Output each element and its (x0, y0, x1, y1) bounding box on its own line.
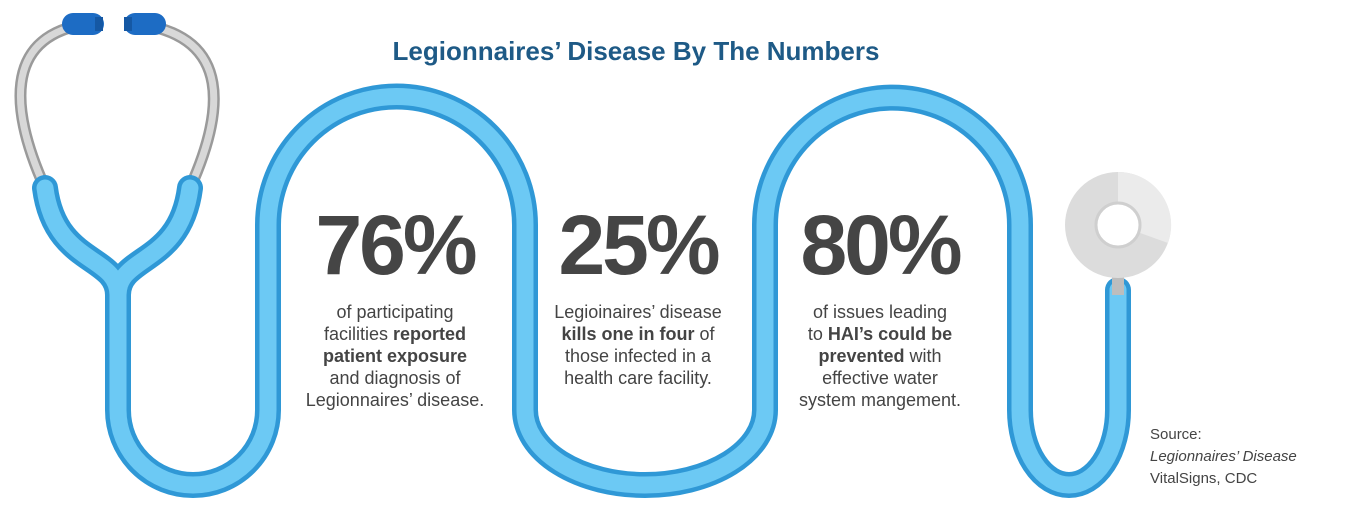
source-line: Source: (1150, 424, 1297, 446)
text-segment: patient exposure (323, 346, 467, 366)
description-line: health care facility. (518, 367, 758, 389)
description-line: Legionnaires’ disease. (275, 389, 515, 411)
text-segment: of participating (336, 302, 453, 322)
stat-number: 25% (518, 203, 758, 287)
description-line: system mangement. (760, 389, 1000, 411)
text-segment: to (808, 324, 828, 344)
description-line: to HAI’s could be (760, 323, 1000, 345)
text-segment: kills one in four (561, 324, 694, 344)
text-segment: facilities (324, 324, 393, 344)
description-line: and diagnosis of (275, 367, 515, 389)
text-segment: health care facility. (564, 368, 712, 388)
description-line: those infected in a (518, 345, 758, 367)
earpiece-tip (95, 17, 103, 31)
stat-number: 80% (760, 203, 1000, 287)
description-line: patient exposure (275, 345, 515, 367)
text-segment: of (695, 324, 715, 344)
text-segment: with (905, 346, 942, 366)
text-segment: effective water (822, 368, 938, 388)
earpiece-tip (124, 17, 132, 31)
text-segment: and diagnosis of (329, 368, 460, 388)
text-segment: HAI’s could be (828, 324, 952, 344)
title: Legionnaires’ Disease By The Numbers (0, 36, 1272, 67)
text-segment: those infected in a (565, 346, 711, 366)
source-line: VitalSigns, CDC (1150, 468, 1297, 490)
page: Legionnaires’ Disease By The Numbers 76%… (0, 0, 1352, 508)
text-segment: Legioinaires’ disease (554, 302, 721, 322)
text-segment: reported (393, 324, 466, 344)
stat-number: 76% (275, 203, 515, 287)
source-line: Legionnaires’ Disease (1150, 446, 1297, 468)
description-line: effective water (760, 367, 1000, 389)
text-segment: Legionnaires’ disease. (306, 390, 484, 410)
description-line: of issues leading (760, 301, 1000, 323)
diaphragm (1096, 203, 1140, 247)
text-segment: prevented (818, 346, 904, 366)
description-line: prevented with (760, 345, 1000, 367)
description-line: kills one in four of (518, 323, 758, 345)
description-line: Legioinaires’ disease (518, 301, 758, 323)
text-segment: system mangement. (799, 390, 961, 410)
text-segment: of issues leading (813, 302, 947, 322)
description-line: facilities reported (275, 323, 515, 345)
description-line: of participating (275, 301, 515, 323)
